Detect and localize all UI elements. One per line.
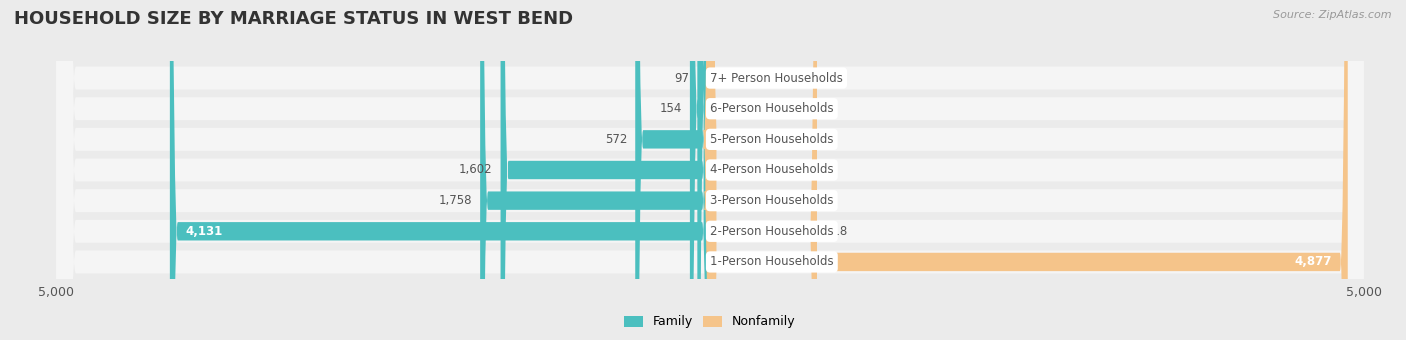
Text: 4,131: 4,131 xyxy=(186,225,222,238)
Text: 3-Person Households: 3-Person Households xyxy=(710,194,834,207)
FancyBboxPatch shape xyxy=(56,0,1364,340)
Text: 14: 14 xyxy=(720,194,735,207)
FancyBboxPatch shape xyxy=(710,0,817,340)
Text: 2-Person Households: 2-Person Households xyxy=(710,225,834,238)
FancyBboxPatch shape xyxy=(56,0,1364,340)
FancyBboxPatch shape xyxy=(56,0,1364,340)
FancyBboxPatch shape xyxy=(481,0,710,340)
FancyBboxPatch shape xyxy=(56,0,1364,340)
Text: 818: 818 xyxy=(825,225,846,238)
FancyBboxPatch shape xyxy=(56,0,1364,340)
Text: 97: 97 xyxy=(675,71,689,85)
Text: 1,758: 1,758 xyxy=(439,194,472,207)
Text: 5-Person Households: 5-Person Households xyxy=(710,133,834,146)
FancyBboxPatch shape xyxy=(690,0,710,340)
FancyBboxPatch shape xyxy=(56,0,1364,340)
FancyBboxPatch shape xyxy=(170,0,710,340)
FancyBboxPatch shape xyxy=(710,0,1348,340)
FancyBboxPatch shape xyxy=(703,0,718,340)
Text: Source: ZipAtlas.com: Source: ZipAtlas.com xyxy=(1274,10,1392,20)
Text: 4-Person Households: 4-Person Households xyxy=(710,164,834,176)
Legend: Family, Nonfamily: Family, Nonfamily xyxy=(619,310,801,334)
FancyBboxPatch shape xyxy=(704,0,718,340)
FancyBboxPatch shape xyxy=(501,0,710,340)
Text: 22: 22 xyxy=(721,164,735,176)
FancyBboxPatch shape xyxy=(697,0,710,340)
FancyBboxPatch shape xyxy=(704,0,718,340)
Text: HOUSEHOLD SIZE BY MARRIAGE STATUS IN WEST BEND: HOUSEHOLD SIZE BY MARRIAGE STATUS IN WES… xyxy=(14,10,574,28)
Text: 6-Person Households: 6-Person Households xyxy=(710,102,834,115)
Text: 7+ Person Households: 7+ Person Households xyxy=(710,71,844,85)
FancyBboxPatch shape xyxy=(636,0,710,340)
Text: 7: 7 xyxy=(718,133,727,146)
Text: 1-Person Households: 1-Person Households xyxy=(710,255,834,269)
Text: 4,877: 4,877 xyxy=(1295,255,1331,269)
Text: 154: 154 xyxy=(659,102,682,115)
FancyBboxPatch shape xyxy=(56,0,1364,340)
Text: 572: 572 xyxy=(605,133,627,146)
Text: 1,602: 1,602 xyxy=(460,164,492,176)
